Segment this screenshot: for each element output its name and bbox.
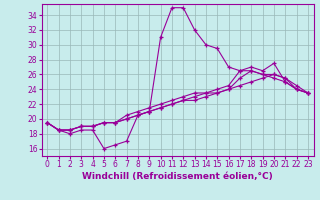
X-axis label: Windchill (Refroidissement éolien,°C): Windchill (Refroidissement éolien,°C) — [82, 172, 273, 181]
